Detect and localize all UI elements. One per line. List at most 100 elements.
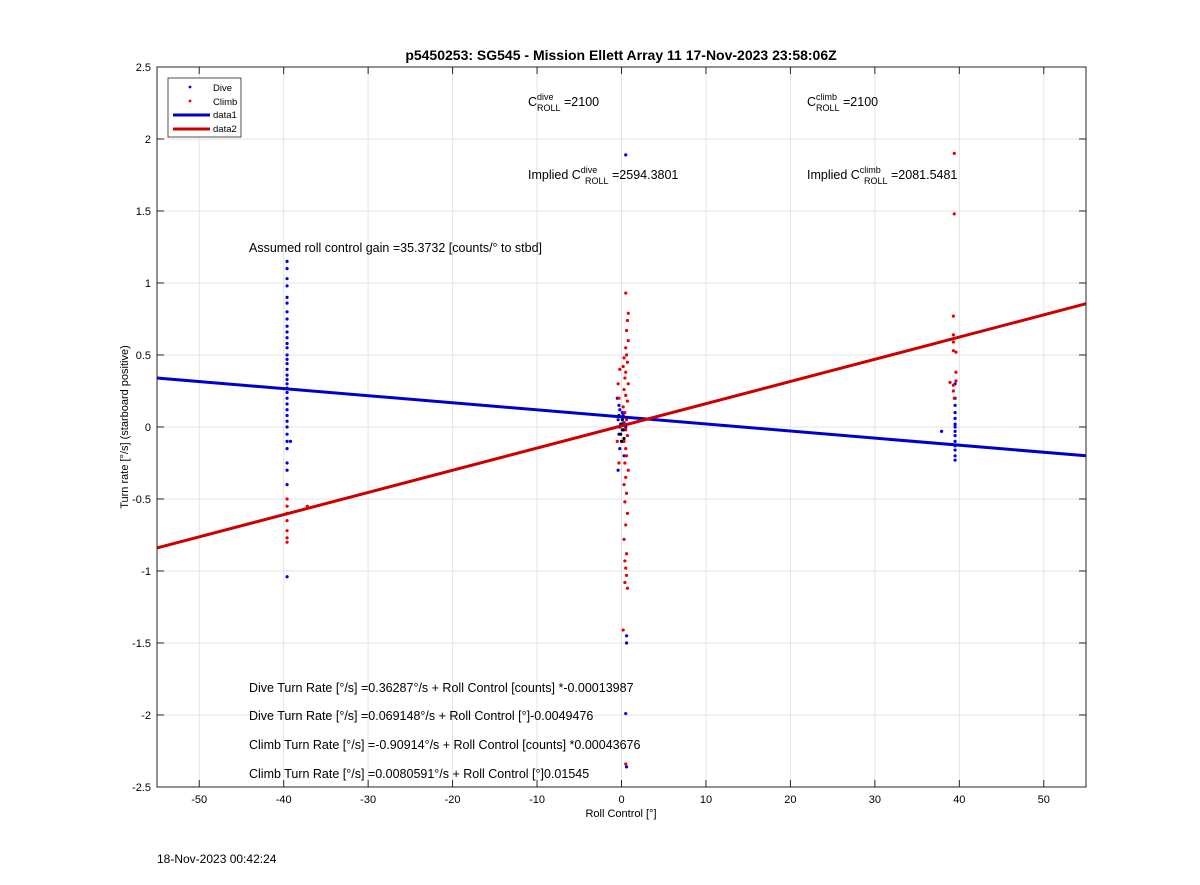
overlap-point [619,439,624,443]
dive-point [953,448,957,452]
climb-point [626,339,630,343]
climb-point [623,580,627,585]
climb-point [951,389,956,393]
legend: Dive Climb data1 data2 [167,77,242,138]
dive-point [616,418,620,422]
y-tick-label: -2 [141,710,151,722]
dive-point [285,357,289,361]
climb-point [618,367,622,371]
dive-point [285,439,289,443]
dive-point [285,461,289,465]
dive-point [617,403,621,407]
climb-point [624,566,628,570]
climb-point [948,380,952,384]
climb-point [951,340,956,344]
overlap-point [622,436,626,441]
dive-point [620,411,624,415]
y-tick-label: 1.5 [136,206,151,218]
y-tick-label: -1.5 [132,638,151,650]
dive-point [285,367,289,371]
climb-point [623,376,627,380]
climb-point [624,762,628,766]
climb-point [626,468,630,472]
y-tick-label: -0.5 [132,494,151,506]
implied-climb-sup: climb [860,165,881,175]
climb-point [951,314,956,318]
c-dive-value: =2100 [561,95,600,109]
dive-point [285,575,289,579]
dive-point [618,447,622,451]
climb-point [623,500,627,504]
climb-point [624,418,629,422]
x-tick-label: -20 [445,794,461,806]
dive-point [953,422,957,426]
annotation-c-climb: Cclimb ROLL =2100 [807,92,878,113]
dive-point [953,425,957,429]
y-tick-label: 0.5 [136,350,151,362]
dive-point [285,324,289,328]
climb-point [285,497,289,501]
dive-point [285,402,289,406]
annotation-eq-dive-counts: Dive Turn Rate [°/s] =0.36287°/s + Roll … [249,681,634,695]
climb-point [623,461,627,465]
c-dive-base: C [528,95,537,109]
climb-point [624,491,629,495]
legend-data1-label: data1 [213,110,237,121]
climb-point [617,396,621,400]
x-tick-label: -50 [191,794,207,806]
c-dive-sup: dive [537,92,554,102]
climb-point [624,328,629,333]
overlap-point [619,432,623,436]
climb-point [951,333,956,337]
implied-dive-value: =2594.3801 [609,168,679,182]
dive-point [285,277,289,281]
climb-point [616,382,620,386]
implied-dive-sup: dive [581,165,598,175]
climb-point [625,586,630,590]
climb-point [617,461,621,465]
climb-point [624,552,629,556]
climb-point [623,559,627,563]
dive-point [953,458,957,462]
climb-point [951,383,956,387]
dive-point [285,330,289,334]
climb-point [624,291,628,295]
dive-point [285,382,289,386]
dive-point [953,416,957,420]
dive-point [285,413,289,418]
climb-point [624,475,628,479]
dive-point [285,341,289,346]
c-climb-sup: climb [816,92,837,102]
x-tick-label: 20 [784,794,796,806]
climb-point [624,353,629,357]
climb-point [626,382,630,386]
dive-point [624,711,628,716]
climb-point [622,537,626,541]
overlap-point [621,428,625,432]
dive-point [953,429,957,433]
dive-point [285,483,289,487]
x-tick-label: 30 [869,794,881,806]
climb-point [624,447,628,451]
dive-point [285,390,289,395]
climb-point [621,628,625,632]
dive-point [285,336,289,340]
climb-point [952,151,956,155]
dive-point [285,362,289,366]
dive-point [285,301,289,305]
dive-point [953,439,957,443]
climb-point [625,511,630,515]
dive-point [285,419,289,423]
climb-point [622,439,626,443]
y-tick-label: 0 [145,422,151,434]
dive-point [285,396,289,400]
y-tick-label: 1 [145,278,151,290]
dive-point [285,408,289,412]
implied-dive-sub: ROLL [585,176,609,186]
climb-point [285,504,289,508]
climb-point [951,349,956,353]
climb-point [285,519,289,523]
x-tick-label: 0 [618,794,624,806]
x-tick-label: 50 [1038,794,1050,806]
climb-point [954,350,958,354]
